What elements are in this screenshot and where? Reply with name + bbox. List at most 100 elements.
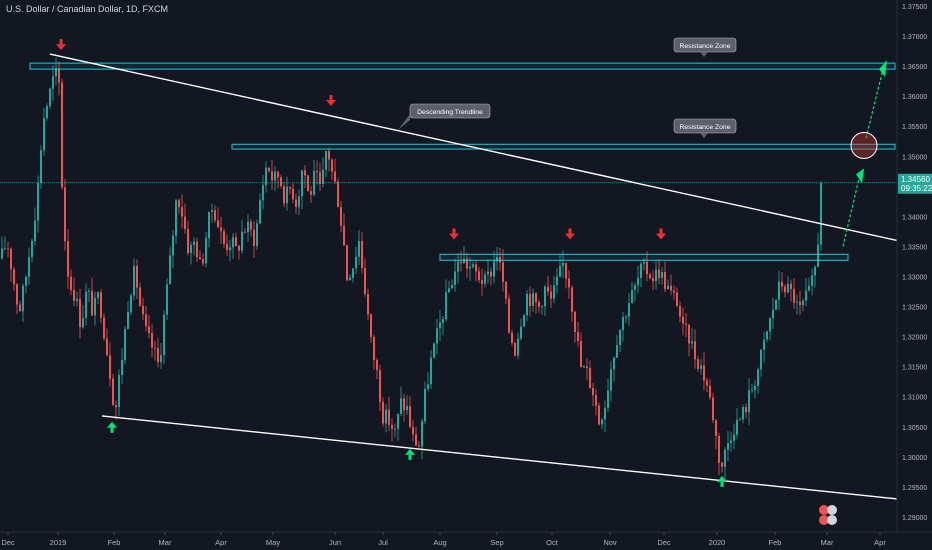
candle-body (436, 328, 438, 344)
candle-body (361, 241, 363, 268)
candle-body (103, 317, 105, 339)
candle-body (88, 290, 90, 292)
candle-body (733, 434, 735, 441)
descending-trendline-label[interactable]: Descending Trendline (398, 103, 491, 130)
candle-body (814, 266, 816, 276)
candle-body (709, 385, 711, 398)
candle-body (193, 241, 195, 246)
y-tick-label: 1.37000 (902, 34, 927, 41)
candle-body (514, 343, 516, 356)
y-tick-label: 1.30500 (902, 425, 927, 432)
candle-body (628, 303, 630, 317)
candle-body (505, 281, 507, 299)
candle-body (634, 285, 636, 291)
candle-body (688, 324, 690, 344)
up-arrow-icon (717, 475, 727, 482)
candle-body (724, 449, 726, 467)
candle-body (547, 286, 549, 292)
candle-body (406, 406, 408, 411)
lines-layer (0, 53, 898, 500)
candle-body (601, 419, 603, 425)
candle-body (172, 235, 174, 256)
candle-body (328, 151, 330, 160)
candle-body (805, 290, 807, 301)
candle-body (607, 390, 609, 408)
candle-body (130, 295, 132, 313)
candle-body (691, 341, 693, 344)
candle-body (352, 268, 354, 278)
candle-body (700, 365, 702, 369)
candle-body (796, 301, 798, 303)
candle-body (523, 315, 525, 327)
x-tick-label: Aug (433, 538, 446, 547)
resistance-zone-mid-text: Resistance Zone (679, 124, 730, 131)
down-arrow-icon (329, 94, 333, 100)
resistance-zone-mid-label[interactable]: Resistance Zone (673, 118, 737, 138)
candle-body (580, 340, 582, 367)
economic-events-icon[interactable] (819, 505, 837, 525)
candle-body (358, 241, 360, 257)
candle-body (598, 405, 600, 425)
candle-body (670, 285, 672, 291)
candle-body (43, 118, 45, 151)
candle-body (37, 182, 39, 221)
price-axis[interactable]: 1.29000 1.29500 1.30000 1.30500 1.31000 1.315… (902, 4, 927, 522)
candle-body (118, 374, 120, 408)
down-arrow-icon (659, 228, 663, 234)
candle-body (169, 255, 171, 285)
candle-body (403, 398, 405, 411)
candle-body (49, 88, 51, 107)
candle-body (235, 237, 237, 246)
candle-body (97, 292, 99, 299)
candle-body (250, 221, 252, 230)
candle-body (217, 220, 219, 228)
resistance-zone-upper (29, 62, 896, 70)
candle-body (463, 258, 465, 263)
candle-body (109, 355, 111, 379)
candle-body (772, 309, 774, 319)
candle-body (202, 259, 204, 264)
time-axis[interactable]: Dec 2019 Feb Mar Apr May Jun Jul Aug Sep Oct Nov Dec… (1, 532, 886, 547)
candle-body (430, 357, 432, 385)
candle-body (592, 387, 594, 396)
candle-body (214, 210, 216, 221)
event-flag-icon (819, 515, 829, 525)
x-tick-label: Jun (329, 538, 341, 547)
candle-body (730, 440, 732, 444)
resistance-zone-upper-label[interactable]: Resistance Zone (673, 37, 737, 57)
candle-body (673, 290, 675, 293)
candle-body (559, 265, 561, 277)
candle-body (388, 409, 390, 425)
candle-body (196, 241, 198, 258)
y-tick-label: 1.33000 (902, 275, 927, 282)
candle-body (727, 443, 729, 450)
candle-body (154, 347, 156, 349)
x-tick-label: Mar (159, 538, 172, 547)
y-tick-label: 1.34000 (902, 214, 927, 221)
candle-body (658, 269, 660, 279)
candle-body (319, 172, 321, 184)
candle-body (391, 424, 393, 429)
candle-body (667, 285, 669, 290)
y-tick-label: 1.32500 (902, 305, 927, 312)
candle-body (289, 186, 291, 189)
x-tick-label: Apr (874, 538, 886, 547)
candle-body (121, 359, 123, 375)
candle-body (799, 301, 801, 306)
candle-body (364, 267, 366, 294)
candle-body (163, 314, 165, 356)
candle-body (475, 264, 477, 272)
candle-body (616, 345, 618, 358)
y-tick-label: 1.30000 (902, 455, 927, 462)
candle-body (427, 384, 429, 390)
candle-body (526, 293, 528, 316)
candle-body (46, 106, 48, 119)
candle-body (148, 326, 150, 334)
candle-body (604, 407, 606, 420)
candle-body (325, 151, 327, 170)
candle-body (205, 238, 207, 264)
candle-body (13, 269, 15, 285)
candle-body (712, 397, 714, 421)
x-tick-label: May (266, 538, 280, 547)
